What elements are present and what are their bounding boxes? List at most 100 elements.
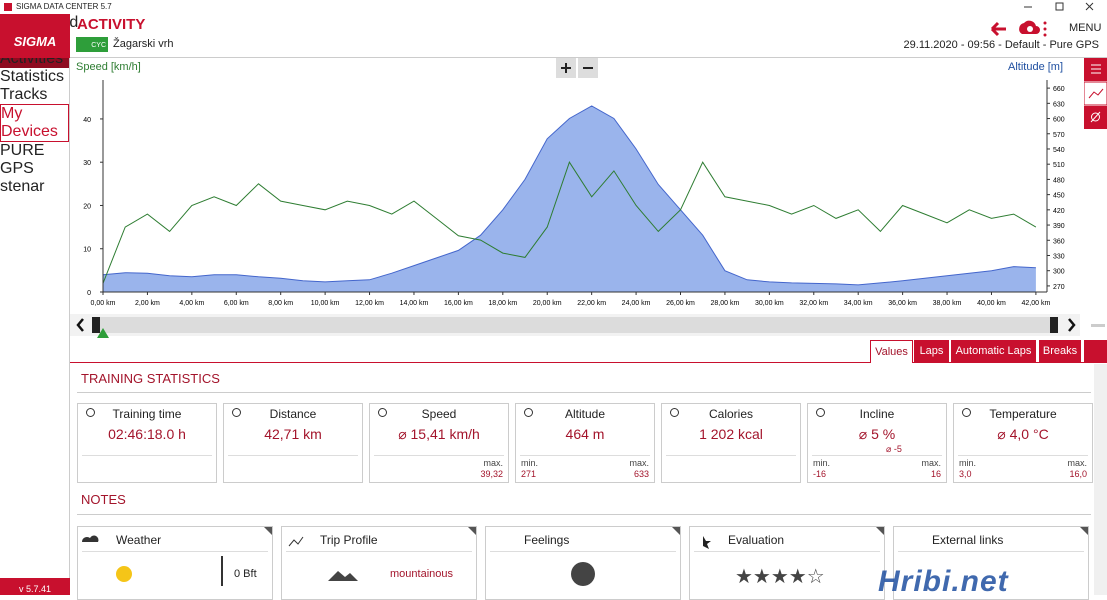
watermark: Hribi.net — [878, 565, 1009, 598]
nav-item[interactable]: My Devices — [0, 104, 69, 142]
stat-label: Calories — [708, 407, 753, 421]
stat-icon — [962, 408, 971, 417]
max-label: max. — [629, 458, 649, 468]
note-card[interactable]: External links — [893, 526, 1089, 600]
x-tick-label: 32,00 km — [799, 300, 828, 307]
y-tick-label: 0 — [87, 290, 91, 297]
divider — [70, 57, 1107, 58]
section-title: TRAINING STATISTICS — [81, 371, 220, 386]
note-label: Weather — [116, 533, 162, 547]
note-label: Trip Profile — [320, 533, 378, 547]
stat-label: Training time — [112, 407, 182, 421]
note-corner — [1080, 527, 1088, 535]
x-tick-label: 24,00 km — [622, 300, 651, 307]
activity-info: 29.11.2020 - 09:56 - Default - Pure GPS — [903, 39, 1099, 51]
note-value: 0 Bft — [234, 568, 257, 580]
min-value: 3,0 — [959, 469, 972, 479]
y2-tick-label: 270 — [1053, 284, 1065, 291]
stat-icon — [524, 408, 533, 417]
stat-divider — [374, 455, 504, 456]
device[interactable]: PURE GPS — [0, 142, 45, 177]
tab[interactable]: Laps — [914, 340, 949, 362]
window-controls[interactable] — [1010, 0, 1107, 14]
x-tick-label: 40,00 km — [977, 300, 1006, 307]
tab[interactable]: Automatic Laps — [951, 340, 1036, 362]
stat-card: Distance 42,71 km — [223, 403, 363, 483]
chart-tools[interactable] — [1084, 58, 1107, 130]
stat-value: 464 m — [565, 426, 605, 442]
y2-tick-label: 630 — [1053, 101, 1065, 108]
section-title: NOTES — [81, 492, 126, 507]
stat-value: ⌀ 4,0 °C — [997, 426, 1049, 442]
page-title: ACTIVITY — [77, 16, 146, 33]
stat-card: Speed ⌀ 15,41 km/h max. 39,32 — [369, 403, 509, 483]
range-slider[interactable] — [70, 312, 1107, 340]
logo: SIGMA — [0, 14, 70, 58]
stat-label: Incline — [859, 407, 895, 421]
stat-label: Temperature — [989, 407, 1057, 421]
scrollbar[interactable] — [1094, 364, 1107, 600]
activity-name: Žagarski vrh — [113, 38, 174, 50]
note-card[interactable]: Evaluation — [689, 526, 885, 600]
y-tick-label: 30 — [83, 160, 91, 167]
y2-tick-label: 300 — [1053, 269, 1065, 276]
min-label: min. — [959, 458, 977, 468]
note-corner — [468, 527, 476, 535]
stat-value: ⌀ 15,41 km/h — [398, 426, 480, 442]
y2-tick-label: 510 — [1053, 162, 1065, 169]
stat-divider — [520, 455, 650, 456]
version: v 5.7.41 — [0, 578, 70, 600]
x-tick-label: 10,00 km — [311, 300, 340, 307]
menu-button[interactable]: MENU — [1069, 22, 1102, 34]
stat-value: ⌀ 5 % — [858, 426, 896, 442]
y2-tick-label: 540 — [1053, 147, 1065, 154]
stat-value: 1 202 kcal — [699, 426, 763, 442]
max-label: max. — [921, 458, 941, 468]
stat-sub: ⌀ -5 — [886, 444, 902, 454]
x-tick-label: 0,00 km — [91, 300, 116, 307]
nav-item[interactable]: Tracks — [0, 86, 69, 104]
y-tick-label: 40 — [83, 117, 91, 124]
title-bar: SIGMA DATA CENTER 5.7 — [0, 0, 1107, 14]
stat-divider — [812, 455, 942, 456]
left-axis-label[interactable]: Speed [km/h] — [76, 61, 141, 73]
x-tick-label: 42,00 km — [1021, 300, 1050, 307]
device[interactable]: stenar — [0, 178, 45, 195]
stat-label: Distance — [269, 407, 317, 421]
note-divider — [286, 551, 472, 552]
nav-item[interactable]: Statistics — [0, 68, 69, 86]
max-label: max. — [1067, 458, 1087, 468]
svg-text:★★★★☆: ★★★★☆ — [735, 566, 825, 588]
x-tick-label: 14,00 km — [400, 300, 429, 307]
x-tick-label: 8,00 km — [268, 300, 293, 307]
x-tick-label: 16,00 km — [444, 300, 473, 307]
tab-menu[interactable] — [1084, 340, 1107, 362]
note-label: External links — [932, 533, 1004, 547]
stat-icon — [378, 408, 387, 417]
note-value: mountainous — [390, 568, 453, 580]
x-tick-label: 4,00 km — [179, 300, 204, 307]
stat-icon — [816, 408, 825, 417]
tab[interactable]: Values — [870, 340, 913, 363]
speed-line — [102, 161, 1037, 284]
sport-badge: CYC — [76, 37, 108, 52]
stat-divider — [82, 455, 212, 456]
note-card[interactable]: Trip Profile mountainous — [281, 526, 477, 600]
stat-card: Altitude 464 m min. 271 max. 633 — [515, 403, 655, 483]
right-axis-label[interactable]: Altitude [m] — [1008, 61, 1064, 73]
stat-icon — [670, 408, 679, 417]
x-tick-label: 22,00 km — [577, 300, 606, 307]
stat-divider — [666, 455, 796, 456]
x-tick-label: 12,00 km — [355, 300, 384, 307]
header-icons[interactable] — [988, 18, 1048, 40]
tab[interactable]: Breaks — [1039, 340, 1081, 362]
stat-card: Incline ⌀ 5 % ⌀ -5 min. -16 max. 16 — [807, 403, 947, 483]
max-value: 39,32 — [480, 469, 503, 479]
stat-icon — [86, 408, 95, 417]
note-corner — [876, 527, 884, 535]
note-divider — [898, 551, 1084, 552]
note-corner — [672, 527, 680, 535]
x-tick-label: 28,00 km — [711, 300, 740, 307]
zoom-buttons[interactable] — [556, 58, 598, 78]
nav-label: Tracks — [0, 86, 48, 103]
